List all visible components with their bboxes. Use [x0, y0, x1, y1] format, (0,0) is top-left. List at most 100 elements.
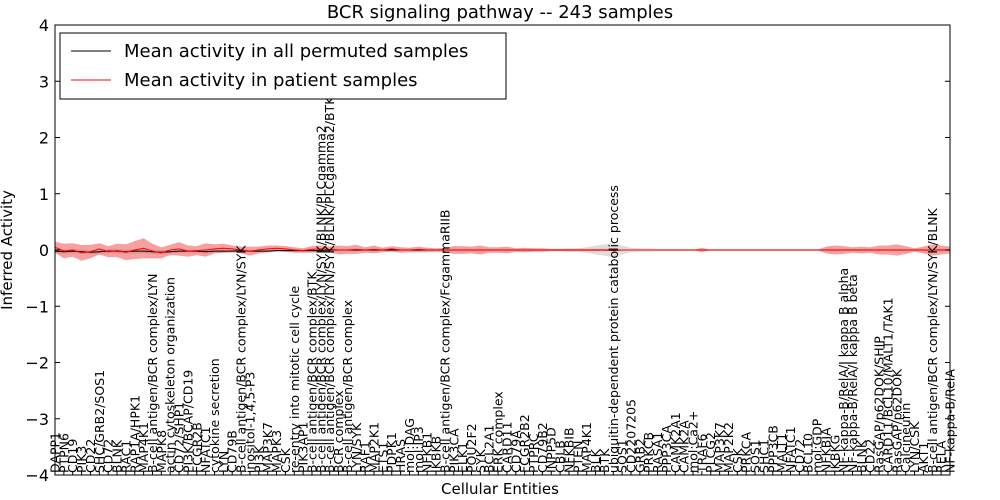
- x-tick-label: MAP3K7: [260, 422, 275, 473]
- x-tick-label: cytokine secretion: [207, 358, 222, 473]
- x-tick-label: IKBKG: [827, 435, 842, 473]
- x-tick-label: POU2F2: [464, 423, 479, 473]
- x-tick-label: CARD11/BCL10/MALT1/TAK1: [881, 297, 896, 473]
- x-axis-label: Cellular Entities: [441, 480, 559, 498]
- x-tick-label: CSK: [730, 447, 745, 473]
- x-tick-label: B-cell antigen/BCR complex/LYN/SYK/BLNK/…: [322, 96, 337, 473]
- x-tick-label: DAPP1: [48, 432, 63, 473]
- x-tick-label: PI3K: [251, 445, 266, 473]
- x-tick-label: NF-kappa-B/RelA/I kappa B beta: [845, 274, 860, 473]
- x-tick-label: mol:GDP: [810, 418, 825, 473]
- x-tick-label: CD72/SHP1: [172, 402, 187, 473]
- x-tick-label: PI3K/BCAP/CD19: [180, 370, 195, 473]
- x-tick-label: CD79B2: [535, 422, 550, 473]
- x-tick-label: CARD11: [499, 421, 514, 472]
- x-tick-label: re-entry into mitotic cell cycle: [287, 286, 302, 474]
- y-axis: 4 3 2 1 0 −1 −2 −3 −4: [25, 16, 950, 485]
- y-tick-label: 2: [39, 129, 49, 148]
- x-tick-label: SHC/GRB2/SOS1: [92, 370, 107, 473]
- x-tick-label: CD2207205: [624, 399, 639, 473]
- x-tick-label: RasGAP/p62DOK/SHIP: [872, 336, 887, 473]
- x-tick-label: CD79B: [225, 430, 240, 473]
- y-tick-label: −3: [25, 410, 49, 429]
- x-tick-label: INPP5D: [544, 427, 559, 473]
- x-tick-label: ubiquitin-dependent protein catabolic pr…: [606, 185, 621, 473]
- y-tick-label: −1: [25, 297, 49, 316]
- x-tick-label: MAPK8: [154, 430, 169, 473]
- x-tick-label: GRB2: [632, 438, 647, 473]
- x-tick-label: PRKCA: [739, 432, 754, 473]
- x-tick-label: B-cell antigen/BCR complex/BTK: [305, 271, 320, 473]
- x-tick-label: PIK3: [74, 446, 89, 473]
- x-tick-label: PPP3CB: [765, 425, 780, 473]
- x-tick-label: CBLB: [553, 440, 568, 473]
- x-tick-label: LYN/CSK: [907, 421, 922, 473]
- x-tick-label: HRAS: [393, 439, 408, 473]
- x-tick-label: ETS1: [375, 442, 390, 473]
- x-tick-label: MAP2K1: [367, 422, 382, 473]
- x-tick-label: PLCG2: [703, 432, 718, 473]
- x-tick-label: MAP4K1: [136, 422, 151, 473]
- x-tick-label: BCL2A1: [482, 424, 497, 473]
- x-tick-label: PPP3CA: [659, 425, 674, 473]
- legend: Mean activity in all permuted samples Me…: [59, 32, 507, 100]
- x-tick-label: NFKBIB: [562, 427, 577, 473]
- x-tick-label: CD72: [792, 439, 807, 473]
- x-tick-label: BTK: [597, 448, 612, 473]
- y-tick-label: −2: [25, 354, 49, 373]
- x-tick-label: PDPK1: [384, 432, 399, 473]
- x-tick-label: mol:DAG: [402, 418, 417, 473]
- x-tick-label: B-cell antigen/BCR complex/LYN: [145, 274, 160, 474]
- x-tick-label: NFKB1: [420, 432, 435, 473]
- x-tick-label: TRAF6: [694, 433, 709, 474]
- x-tick-label: SHC1: [756, 439, 771, 473]
- y-tick-label: 3: [39, 72, 49, 91]
- series-line-patient: [54, 246, 950, 254]
- y-tick-label: 1: [39, 185, 49, 204]
- x-tick-label: RELA: [934, 440, 949, 473]
- x-tick-label: FCGR2B: [189, 422, 204, 473]
- x-tick-label: IKBKB: [429, 436, 444, 473]
- legend-box: [59, 32, 507, 100]
- y-axis-label: Inferred Activity: [0, 190, 16, 310]
- x-tick-label: CAMK2A1: [668, 412, 683, 473]
- x-tick-label: RasGAP/p62DOK: [889, 368, 904, 473]
- x-tick-label: SYK: [473, 448, 488, 473]
- x-tick-label: NF-kappa-B/RelA/I kappa B alpha: [836, 268, 851, 473]
- x-tick-label: mol:IP3: [411, 426, 426, 473]
- x-tick-label: CD22: [863, 439, 878, 473]
- x-tick-label: MAP4K1: [579, 422, 594, 473]
- x-tick-label: LYN/SYK: [349, 422, 364, 473]
- x-tick-label: CD22: [83, 439, 98, 473]
- x-tick-label: CSK: [278, 447, 293, 473]
- x-tick-label: PIK3AP1: [296, 422, 311, 473]
- x-tick-label: PTEN: [570, 441, 585, 473]
- x-tick-label: RAF1: [358, 441, 373, 473]
- patient-confidence-band: [55, 238, 950, 261]
- y-tick-label: 4: [39, 16, 49, 35]
- x-tick-label: RAP1A/HPK1: [127, 395, 142, 473]
- x-tick-label: SOS1: [748, 439, 763, 473]
- x-tick-label: actin cytoskeleton organization: [163, 277, 178, 473]
- x-tick-label: MALT1: [774, 433, 789, 473]
- plot-area: [54, 238, 950, 261]
- x-tick-label: NFATC1: [198, 426, 213, 473]
- x-tick-label: NFKBIA: [818, 427, 833, 473]
- legend-label-permuted: Mean activity in all permuted samples: [124, 41, 468, 62]
- x-tick-label: BLNK: [854, 439, 869, 473]
- x-tick-label: ELK1: [455, 442, 470, 473]
- x-tick-label: B-cell antigen/BCR complex/LYN/SYK: [234, 245, 249, 473]
- x-tick-label: CD19: [65, 439, 80, 473]
- x-tick-label: PTPN6: [56, 433, 71, 473]
- x-tick-label: CAMK2A: [677, 420, 692, 473]
- x-tick-label: FCGR2B2: [517, 414, 532, 473]
- x-tick-label: RAC1: [118, 440, 133, 473]
- x-tick-label: MAPK3: [269, 430, 284, 473]
- y-tick-label: 0: [39, 241, 49, 260]
- x-tick-label: AKT1: [916, 442, 931, 473]
- x-tick-label: RASA1: [650, 432, 665, 473]
- x-tick-label: inositol-1,4,5-P3: [243, 372, 258, 473]
- x-tick-label: SOS1: [615, 439, 630, 473]
- x-tick-label: CD79A: [508, 430, 523, 473]
